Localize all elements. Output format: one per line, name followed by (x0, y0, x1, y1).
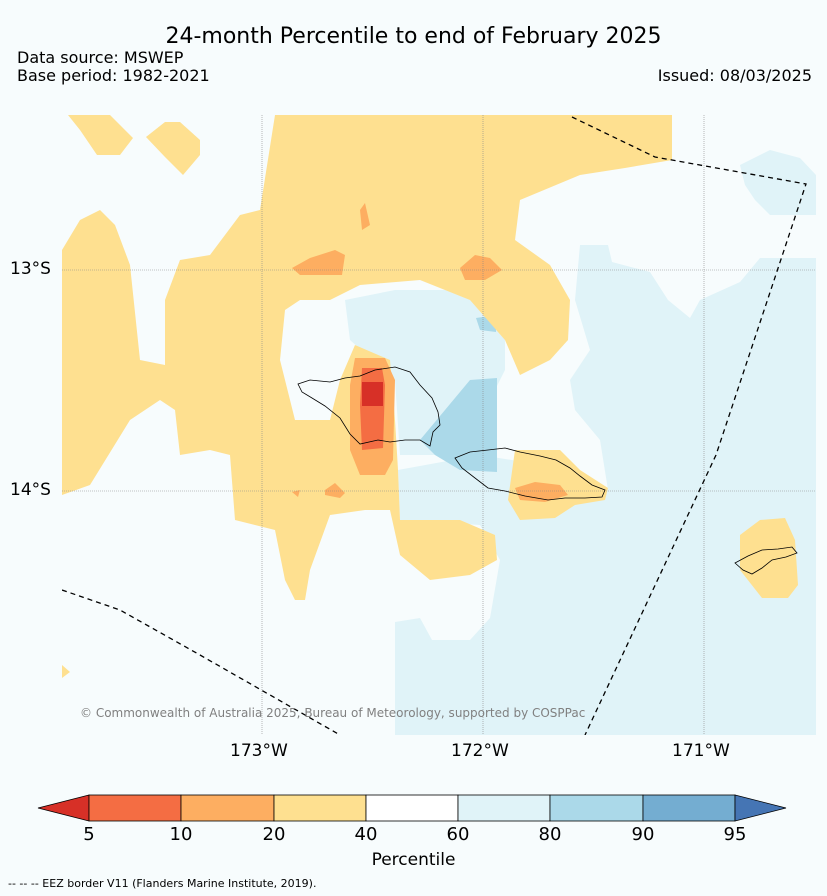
region-20-40-nw1 (68, 115, 133, 155)
region-80-90 (420, 378, 497, 472)
colorbar-tick: 10 (169, 824, 193, 845)
lat-label-14s: 14°S (10, 480, 51, 500)
colorbar-tick: 5 (83, 824, 95, 845)
colorbar-20-40 (273, 794, 367, 822)
colorbar-5-10 (88, 794, 182, 822)
colorbar (37, 794, 787, 822)
eez-legend-note: -- -- -- EEZ border V11 (Flanders Marine… (8, 877, 317, 890)
colorbar-label: Percentile (371, 850, 456, 870)
colorbar-gt95 (734, 794, 787, 822)
upolu-coastline (454, 447, 606, 501)
colorbar-lt5 (37, 794, 90, 822)
lat-label-13s: 13°S (10, 259, 51, 279)
eez-border (62, 116, 807, 735)
colorbar-90-95 (642, 794, 736, 822)
colorbar-40-60 (365, 794, 459, 822)
data-source-label: Data source: MSWEP (17, 48, 184, 67)
region-10-20-upolu (515, 482, 568, 502)
percentile-field (62, 115, 816, 735)
colorbar-ticks: 5 10 20 40 60 80 90 95 (0, 824, 827, 848)
tutuila-coastline (734, 546, 798, 575)
region-20-40-tutuila (740, 518, 798, 598)
region-20-40-nw3 (288, 123, 302, 142)
colorbar-10-20 (180, 794, 275, 822)
colorbar-tick: 60 (446, 824, 470, 845)
colorbar-80-90 (549, 794, 644, 822)
savaii-coastline (297, 366, 441, 447)
region-10-20-mid (360, 203, 370, 230)
region-5-10 (360, 368, 385, 450)
region-20-40-sw (62, 665, 70, 678)
region-10-20-south (325, 483, 345, 498)
colorbar-tick: 90 (631, 824, 655, 845)
region-lt5 (362, 382, 383, 406)
lon-label-171w: 171°W (672, 741, 730, 761)
region-20-40-nw2 (146, 122, 200, 175)
region-10-20-north (292, 250, 345, 275)
graticule (62, 115, 816, 735)
region-20-40-main (62, 115, 672, 600)
copyright-notice: © Commonwealth of Australia 2025, Bureau… (80, 706, 586, 720)
colorbar-tick: 20 (262, 824, 286, 845)
lon-label-173w: 173°W (230, 741, 288, 761)
lon-label-172w: 172°W (451, 741, 509, 761)
region-10-20-south2 (292, 490, 300, 497)
map-title: 24-month Percentile to end of February 2… (165, 24, 662, 49)
region-60-80-northeast (740, 150, 816, 215)
colorbar-tick: 95 (723, 824, 747, 845)
issued-date-label: Issued: 08/03/2025 (657, 66, 812, 85)
colorbar-tick: 40 (354, 824, 378, 845)
colorbar-60-80 (457, 794, 551, 822)
base-period-label: Base period: 1982-2021 (17, 66, 210, 85)
region-10-20-northeast (460, 255, 502, 280)
colorbar-tick: 80 (538, 824, 562, 845)
